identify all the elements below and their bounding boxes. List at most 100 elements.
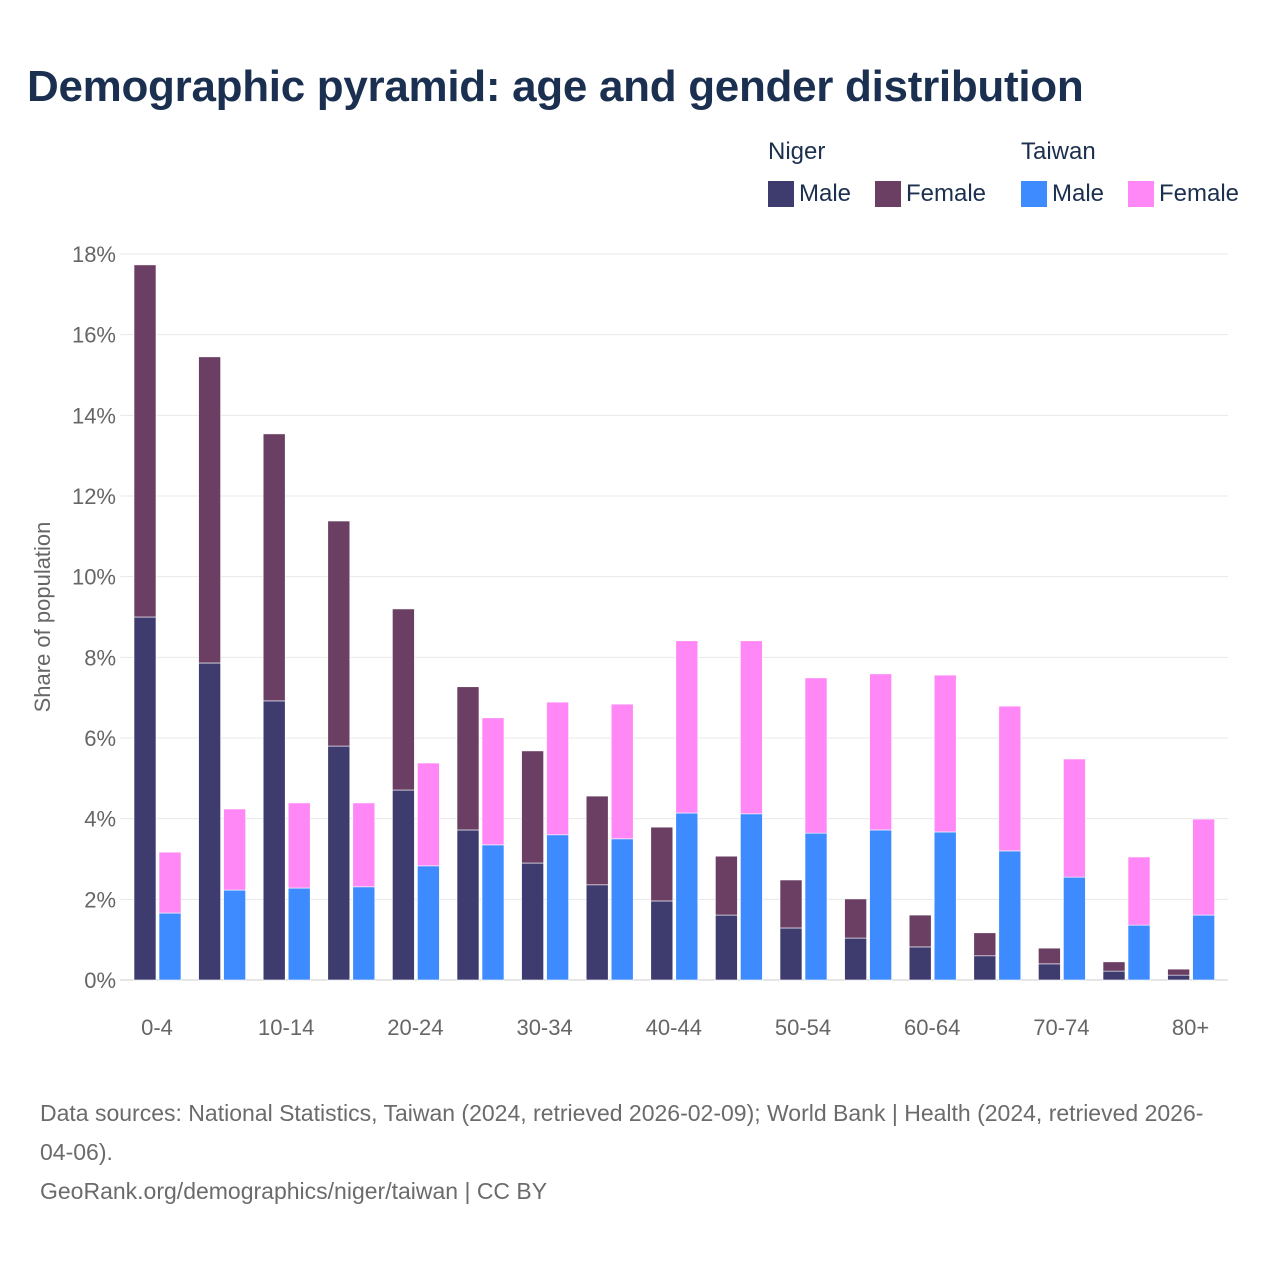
x-tick-label: 30-34 (516, 1015, 572, 1040)
bar-taiwan-male (933, 831, 957, 981)
bar-taiwan-female (804, 677, 828, 834)
bar-taiwan-female (740, 640, 763, 815)
y-tick-label: 18% (72, 242, 116, 267)
bar-niger-male (1038, 963, 1061, 981)
bar-niger-male (456, 829, 480, 981)
bar-taiwan-female (223, 808, 246, 891)
bar-taiwan-male (287, 887, 311, 981)
bar-niger-female (133, 264, 157, 618)
bar-niger-female (521, 750, 544, 864)
bar-taiwan-female (1063, 758, 1086, 878)
bar-niger-male (1102, 970, 1126, 981)
bar-niger-female (650, 826, 674, 902)
legend-swatch (768, 181, 794, 207)
y-tick-label: 14% (72, 403, 116, 428)
bar-taiwan-female (998, 705, 1022, 852)
bar-niger-female (585, 795, 609, 886)
bar-taiwan-male (1127, 924, 1151, 981)
bar-taiwan-female (158, 851, 182, 914)
bar-taiwan-male (1063, 876, 1086, 981)
bar-taiwan-female (1127, 856, 1151, 926)
legend-item-taiwan-female[interactable]: Female (1128, 180, 1239, 208)
y-tick-label: 4% (84, 807, 116, 832)
bar-niger-female (973, 932, 997, 957)
legend-item-taiwan-male[interactable]: Male (1021, 180, 1104, 208)
x-tick-label: 20-24 (387, 1015, 443, 1040)
bar-niger-female (908, 914, 932, 948)
bar-taiwan-male (1192, 914, 1215, 981)
bar-niger-female (779, 879, 803, 929)
bar-taiwan-female (1192, 818, 1215, 916)
bar-taiwan-male (804, 832, 828, 981)
bar-niger-male (1167, 974, 1190, 981)
x-tick-label: 50-54 (775, 1015, 831, 1040)
x-tick-label: 80+ (1172, 1015, 1209, 1040)
bar-taiwan-male (675, 812, 699, 981)
bar-niger-female (1038, 947, 1061, 965)
x-tick-label: 60-64 (904, 1015, 960, 1040)
bar-niger-female (456, 686, 480, 831)
bar-taiwan-male (998, 850, 1022, 981)
legend-label: Male (1052, 180, 1105, 207)
bar-taiwan-female (352, 802, 376, 888)
legend-label: Female (906, 180, 987, 207)
bar-taiwan-male (417, 865, 440, 981)
bar-niger-male (779, 927, 803, 981)
credit-link[interactable]: GeoRank.org/demographics/niger/taiwan | … (40, 1178, 548, 1204)
y-tick-label: 6% (84, 726, 116, 751)
x-tick-label: 0-4 (141, 1015, 173, 1040)
legend-item-niger-female[interactable]: Female (875, 180, 986, 208)
x-tick-label: 40-44 (646, 1015, 702, 1040)
y-tick-label: 0% (84, 968, 116, 993)
y-axis-label: Share of population (30, 522, 55, 713)
y-tick-label: 16% (72, 323, 116, 348)
bar-taiwan-male (352, 886, 376, 981)
data-sources: Data sources: National Statistics, Taiwa… (40, 1100, 1204, 1165)
y-tick-label: 2% (84, 887, 116, 912)
bar-niger-male (585, 884, 609, 981)
y-tick-label: 8% (84, 645, 116, 670)
bar-niger-male (973, 955, 997, 981)
bar-niger-male (262, 700, 286, 981)
legend-swatch (1021, 181, 1047, 207)
bar-niger-male (650, 900, 674, 981)
bar-niger-female (392, 608, 415, 791)
bar-taiwan-female (933, 674, 957, 833)
bar-niger-male (133, 616, 157, 981)
bar-niger-male (715, 914, 738, 981)
footer: Data sources: National Statistics, Taiwa… (40, 1094, 1220, 1211)
bar-niger-female (1102, 961, 1126, 972)
bar-taiwan-female (675, 640, 699, 814)
legend-swatch (1128, 181, 1154, 207)
bar-taiwan-male (610, 838, 634, 981)
bar-niger-male (908, 946, 932, 981)
legend-label: Female (1159, 180, 1240, 207)
bar-niger-male (198, 662, 221, 981)
bar-niger-male (327, 745, 351, 981)
bar-niger-male (844, 937, 867, 981)
bar-taiwan-female (869, 673, 892, 831)
bar-taiwan-male (869, 829, 892, 981)
bar-niger-female (715, 855, 738, 916)
bar-taiwan-male (223, 889, 246, 981)
bar-taiwan-female (287, 802, 311, 889)
chart-plot: 0% 2% 4% 6% 8% 10% 12% 14% 16% 18% Share of popula… (30, 242, 1228, 1040)
legend-group-niger: Niger (768, 138, 826, 165)
x-tick-label: 70-74 (1033, 1015, 1089, 1040)
bar-taiwan-male (546, 834, 569, 981)
bar-niger-female (327, 520, 351, 747)
y-tick-label: 12% (72, 484, 116, 509)
bar-taiwan-female (481, 717, 505, 846)
bar-taiwan-female (610, 703, 634, 840)
bar-taiwan-male (481, 844, 505, 981)
bar-taiwan-female (546, 701, 569, 836)
legend-item-niger-male[interactable]: Male (768, 180, 851, 208)
bar-taiwan-male (158, 912, 182, 981)
bar-niger-female (198, 356, 221, 664)
legend-label: Male (799, 180, 852, 207)
bar-niger-female (262, 433, 286, 702)
y-tick-label: 10% (72, 565, 116, 590)
legend-group-taiwan: Taiwan (1021, 138, 1096, 165)
x-tick-label: 10-14 (258, 1015, 314, 1040)
bar-niger-female (844, 898, 867, 939)
